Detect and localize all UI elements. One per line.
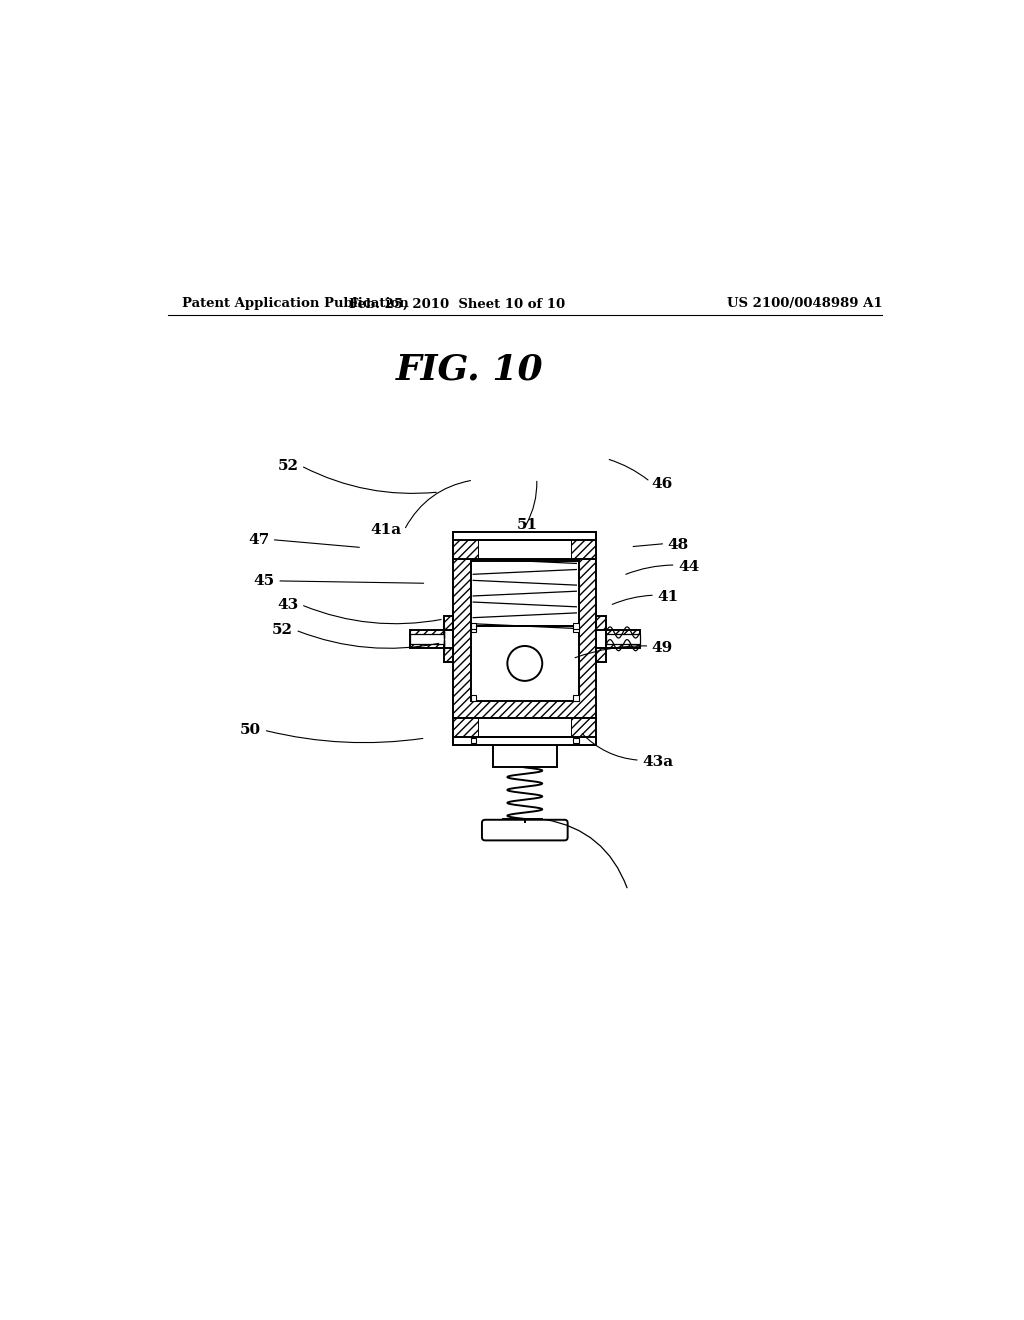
FancyBboxPatch shape bbox=[482, 820, 567, 841]
Text: 41a: 41a bbox=[371, 523, 401, 537]
FancyArrowPatch shape bbox=[609, 459, 648, 480]
FancyArrowPatch shape bbox=[545, 820, 627, 888]
FancyArrowPatch shape bbox=[280, 581, 424, 583]
Text: Feb. 25, 2010  Sheet 10 of 10: Feb. 25, 2010 Sheet 10 of 10 bbox=[349, 297, 565, 310]
Text: 43a: 43a bbox=[642, 755, 674, 768]
FancyArrowPatch shape bbox=[575, 645, 646, 657]
FancyArrowPatch shape bbox=[274, 540, 359, 548]
Polygon shape bbox=[454, 738, 596, 746]
Text: 51: 51 bbox=[517, 519, 538, 532]
Polygon shape bbox=[479, 718, 570, 746]
Text: 44: 44 bbox=[678, 560, 699, 574]
Text: 46: 46 bbox=[652, 477, 673, 491]
Polygon shape bbox=[606, 634, 640, 644]
Polygon shape bbox=[573, 738, 579, 743]
Polygon shape bbox=[573, 626, 579, 632]
FancyArrowPatch shape bbox=[266, 731, 423, 743]
FancyArrowPatch shape bbox=[298, 631, 438, 648]
Text: 52: 52 bbox=[278, 459, 299, 473]
Text: Patent Application Publication: Patent Application Publication bbox=[182, 297, 409, 310]
Text: 52: 52 bbox=[272, 623, 293, 638]
Polygon shape bbox=[454, 532, 479, 560]
Polygon shape bbox=[471, 623, 476, 628]
Polygon shape bbox=[479, 532, 570, 560]
Polygon shape bbox=[471, 626, 476, 632]
Polygon shape bbox=[443, 616, 454, 630]
Polygon shape bbox=[454, 718, 479, 746]
Polygon shape bbox=[493, 746, 557, 767]
Text: 48: 48 bbox=[668, 539, 689, 552]
Text: 45: 45 bbox=[254, 574, 274, 587]
Text: 43: 43 bbox=[278, 598, 299, 611]
Polygon shape bbox=[410, 634, 443, 644]
Text: 47: 47 bbox=[248, 533, 269, 546]
Polygon shape bbox=[471, 696, 476, 701]
Polygon shape bbox=[606, 630, 640, 648]
Polygon shape bbox=[471, 626, 579, 701]
FancyArrowPatch shape bbox=[526, 482, 537, 524]
Polygon shape bbox=[596, 616, 606, 630]
FancyArrowPatch shape bbox=[406, 480, 470, 528]
Polygon shape bbox=[454, 532, 596, 540]
Text: 49: 49 bbox=[652, 640, 673, 655]
Polygon shape bbox=[573, 623, 579, 628]
Polygon shape bbox=[573, 696, 579, 701]
Text: 41: 41 bbox=[657, 590, 679, 603]
Text: US 2100/0048989 A1: US 2100/0048989 A1 bbox=[727, 297, 883, 310]
Polygon shape bbox=[443, 648, 454, 661]
FancyArrowPatch shape bbox=[583, 734, 637, 760]
FancyArrowPatch shape bbox=[303, 467, 436, 494]
FancyArrowPatch shape bbox=[626, 565, 673, 574]
Polygon shape bbox=[454, 560, 596, 718]
Text: FIG. 10: FIG. 10 bbox=[395, 352, 543, 385]
FancyArrowPatch shape bbox=[303, 606, 441, 624]
FancyArrowPatch shape bbox=[633, 544, 663, 546]
Polygon shape bbox=[570, 718, 596, 746]
Polygon shape bbox=[570, 532, 596, 560]
Polygon shape bbox=[471, 561, 579, 626]
Polygon shape bbox=[596, 648, 606, 661]
Text: 50: 50 bbox=[241, 723, 261, 737]
Polygon shape bbox=[410, 630, 443, 648]
FancyArrowPatch shape bbox=[612, 595, 652, 605]
Polygon shape bbox=[471, 738, 476, 743]
